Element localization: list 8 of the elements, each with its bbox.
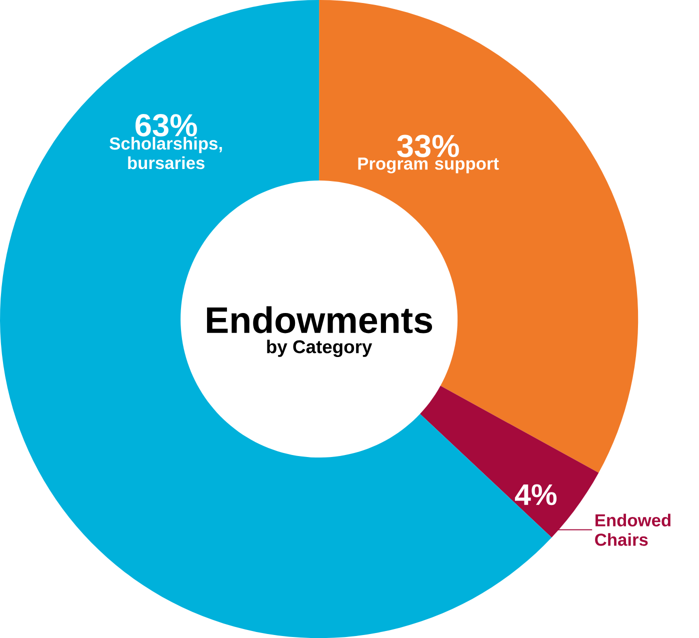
text: by Category — [267, 340, 372, 357]
text: Endowments — [207, 306, 432, 334]
slice-label: Program support — [358, 158, 499, 174]
data-label: 33% — [397, 134, 459, 158]
data-label: 63% — [136, 114, 197, 136]
slice-label: Scholarships, bursaries — [110, 136, 222, 170]
data-label: 4% — [514, 484, 557, 506]
slice-label: Endowed Chairs — [595, 514, 670, 546]
